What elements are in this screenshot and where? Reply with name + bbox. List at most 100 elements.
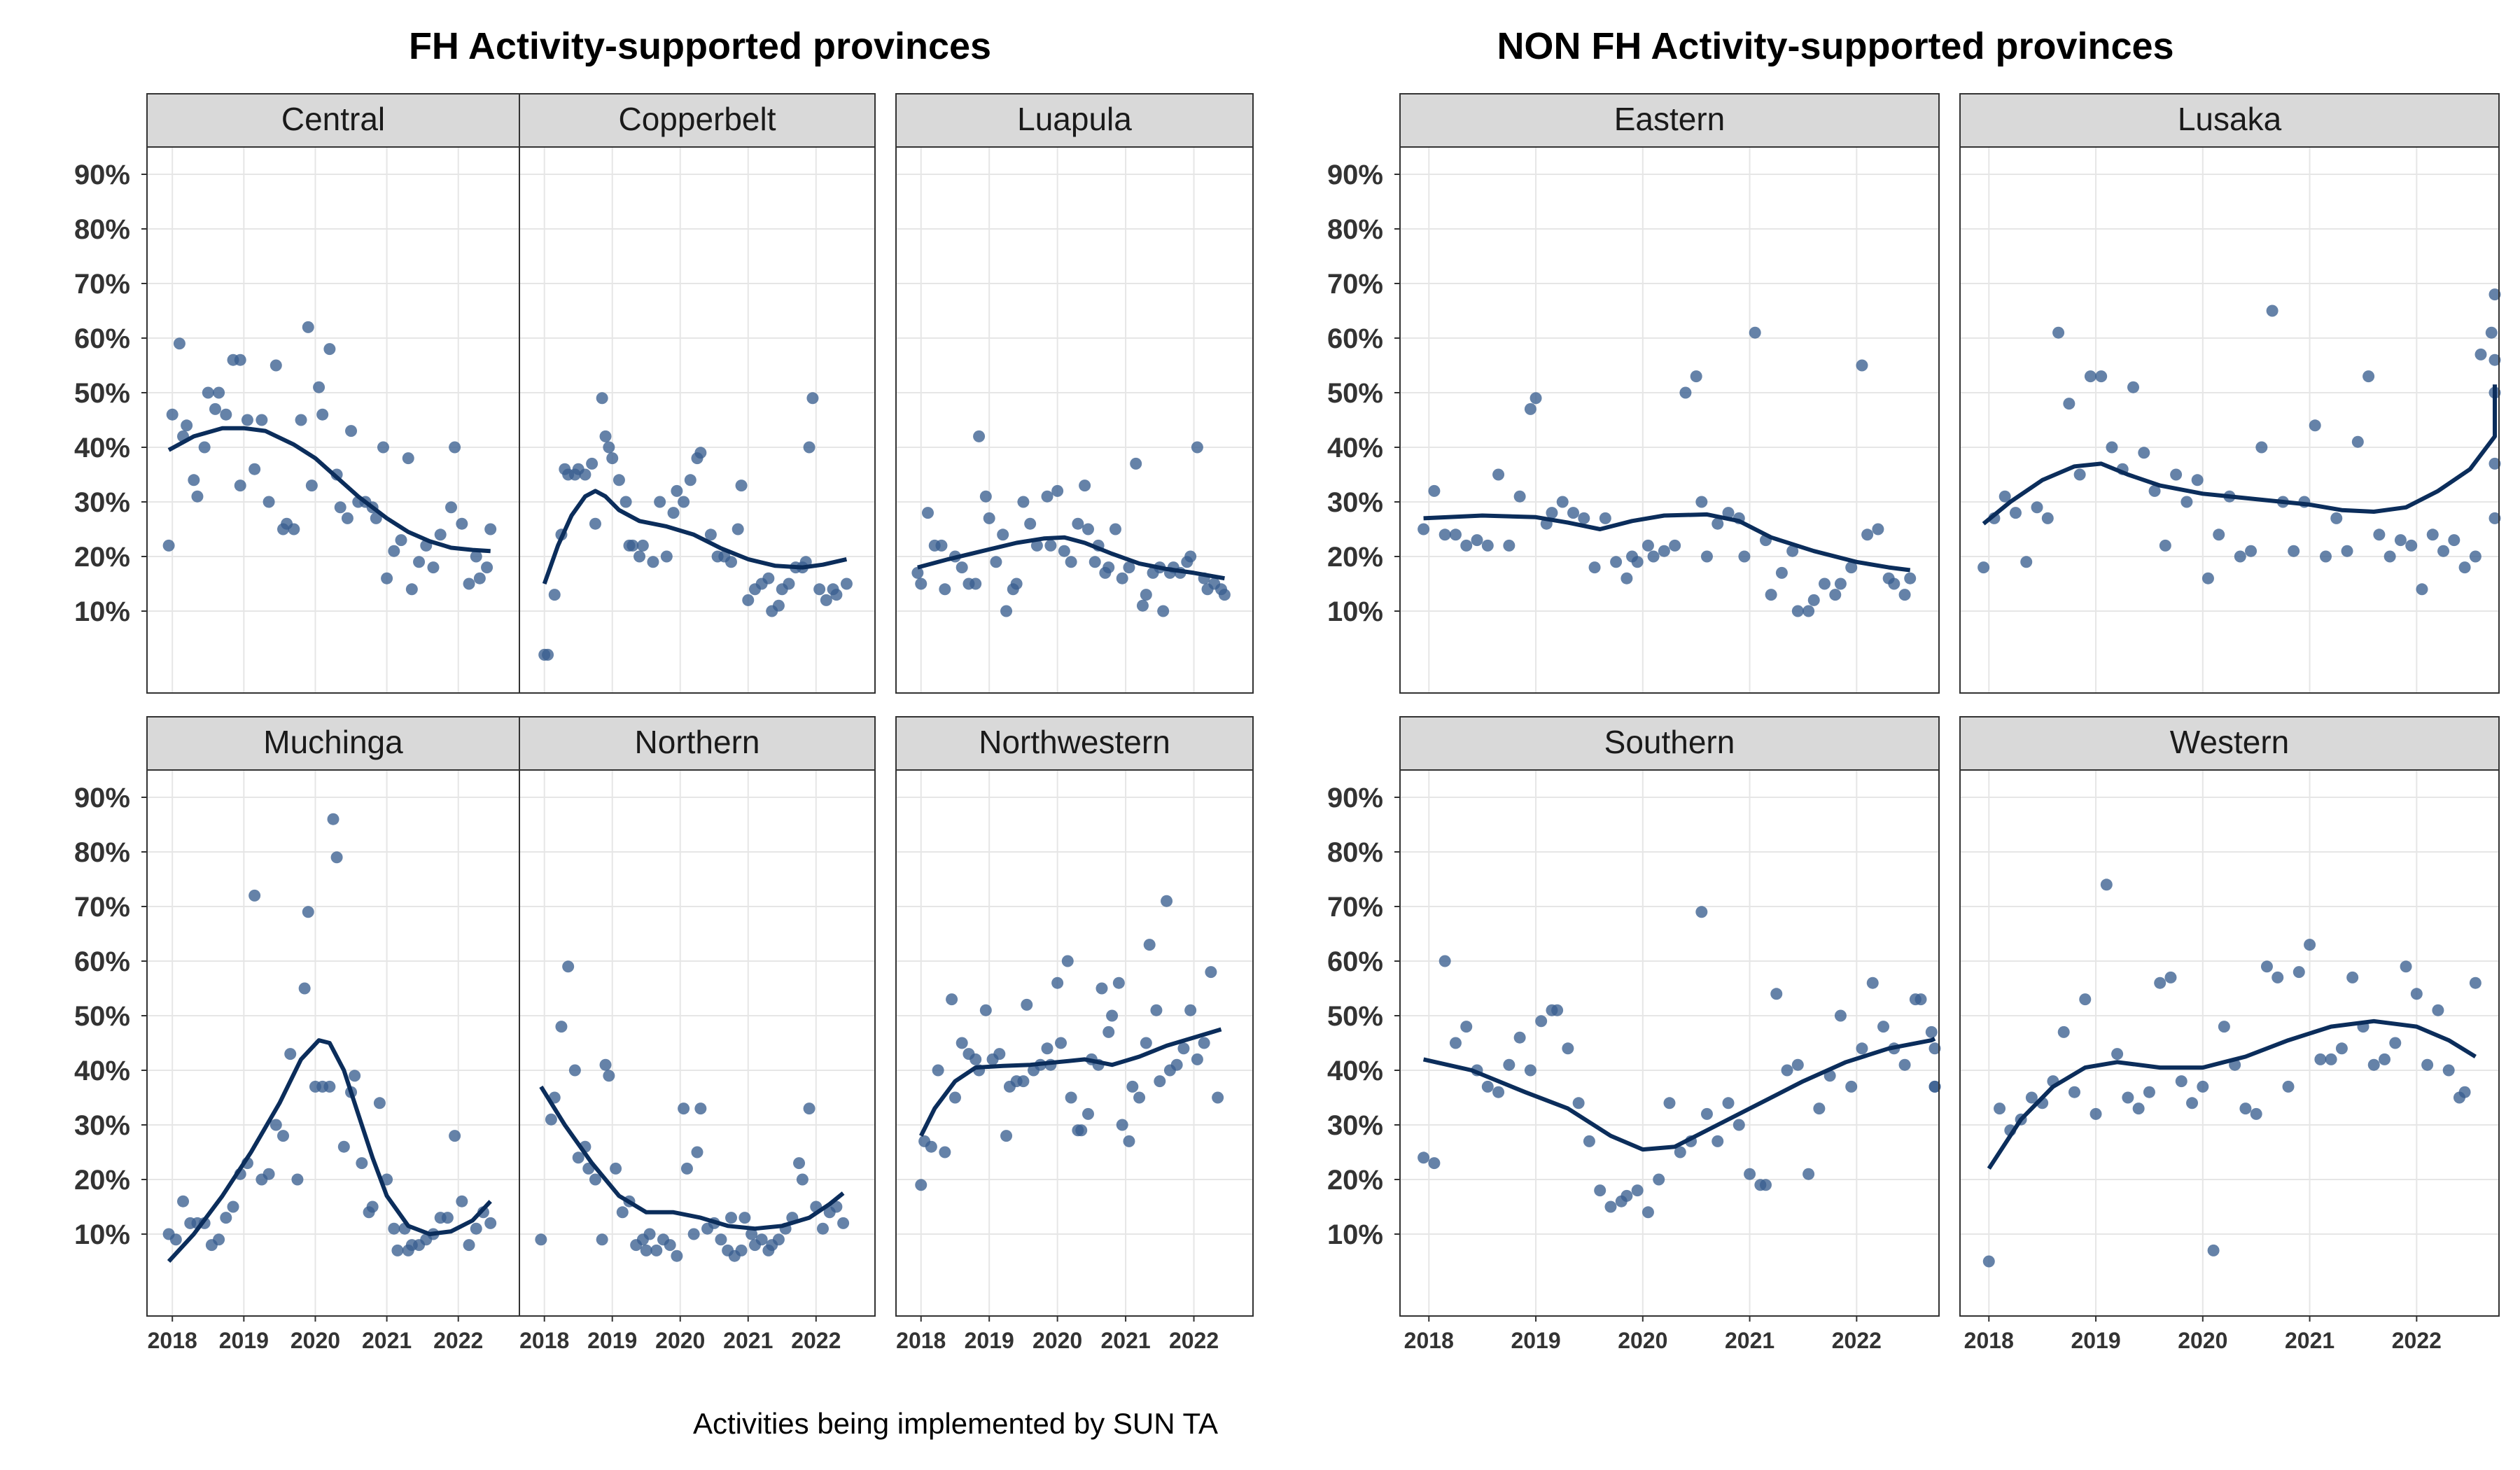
point-southern-24 (1663, 1097, 1676, 1110)
point-lusaka-39 (2394, 534, 2407, 547)
point-western-11 (2100, 878, 2113, 891)
y-tick-label-central-7: 80% (74, 214, 130, 245)
point-lusaka-51 (2488, 457, 2501, 470)
point-eastern-40 (1791, 605, 1804, 617)
point-southern-4 (1460, 1021, 1473, 1033)
point-northwestern-47 (1177, 1042, 1190, 1055)
point-lusaka-9 (2073, 468, 2086, 481)
point-lusaka-45 (2458, 561, 2471, 574)
point-copperbelt-14 (606, 452, 619, 465)
strip-label-lusaka: Lusaka (2178, 101, 2282, 137)
y-tick-label-southern-5: 60% (1327, 946, 1383, 977)
point-muchinga-9 (227, 1200, 239, 1213)
point-northern-9 (589, 1173, 601, 1186)
point-luapula-34 (1116, 572, 1128, 584)
point-luapula-9 (969, 578, 982, 590)
point-lusaka-35 (2351, 435, 2364, 448)
point-lusaka-41 (2416, 583, 2428, 596)
point-muchinga-17 (284, 1048, 297, 1060)
point-central-50 (463, 578, 475, 590)
point-southern-23 (1653, 1173, 1665, 1186)
point-western-20 (2197, 1080, 2209, 1093)
point-copperbelt-48 (806, 392, 819, 405)
point-copperbelt-16 (620, 496, 632, 508)
point-copperbelt-29 (694, 447, 707, 459)
point-northern-4 (562, 960, 575, 973)
point-southern-21 (1631, 1184, 1644, 1197)
point-northwestern-23 (1051, 976, 1064, 989)
y-tick-label-eastern-3: 40% (1327, 433, 1383, 463)
point-northwestern-44 (1161, 895, 1173, 907)
point-copperbelt-25 (671, 484, 683, 497)
point-northern-36 (738, 1212, 751, 1224)
point-eastern-43 (1819, 578, 1831, 590)
strip-luapula (895, 93, 1254, 148)
point-lusaka-44 (2448, 534, 2460, 547)
point-luapula-24 (1058, 545, 1070, 557)
strip-muchinga (146, 716, 520, 771)
point-western-29 (2292, 966, 2305, 979)
point-muchinga-24 (327, 813, 340, 825)
point-western-40 (2410, 988, 2423, 1000)
point-western-4 (2025, 1091, 2038, 1104)
point-northern-49 (816, 1222, 829, 1235)
point-western-0 (1982, 1255, 1995, 1268)
point-southern-34 (1759, 1179, 1772, 1191)
y-tick-label-eastern-1: 20% (1327, 542, 1383, 573)
point-northwestern-52 (1212, 1091, 1224, 1104)
point-western-34 (2346, 971, 2359, 983)
strip-label-luapula: Luapula (1017, 101, 1132, 137)
point-lusaka-50 (2488, 288, 2501, 301)
point-central-37 (377, 441, 389, 454)
point-eastern-19 (1610, 556, 1623, 568)
point-northern-27 (691, 1146, 704, 1158)
point-southern-6 (1481, 1080, 1494, 1093)
point-central-1 (166, 408, 178, 421)
point-lusaka-29 (2288, 545, 2300, 557)
y-tick-label-southern-0: 10% (1327, 1219, 1383, 1250)
point-muchinga-19 (298, 982, 311, 995)
point-central-48 (449, 441, 461, 454)
point-eastern-49 (1872, 523, 1884, 536)
point-central-26 (313, 381, 326, 393)
point-copperbelt-50 (820, 594, 832, 606)
point-copperbelt-33 (725, 556, 738, 568)
point-eastern-15 (1567, 507, 1580, 519)
panel-bg-eastern (1400, 147, 1939, 693)
point-lusaka-8 (2063, 398, 2076, 410)
point-muchinga-20 (302, 906, 314, 918)
point-northwestern-11 (979, 1004, 992, 1016)
point-luapula-41 (1157, 605, 1170, 617)
point-eastern-10 (1524, 402, 1536, 415)
point-central-5 (188, 474, 200, 486)
x-tick-label-northern-4: 2022 (791, 1328, 841, 1353)
point-northern-10 (596, 1233, 608, 1246)
point-lusaka-32 (2319, 550, 2332, 563)
point-eastern-45 (1834, 578, 1847, 590)
point-northwestern-4 (939, 1146, 951, 1158)
point-northwestern-28 (1075, 1124, 1088, 1137)
point-luapula-10 (973, 430, 986, 442)
point-luapula-18 (1017, 496, 1030, 508)
point-northern-19 (643, 1228, 656, 1240)
point-lusaka-43 (2437, 545, 2450, 557)
point-lusaka-40 (2405, 539, 2418, 552)
point-lusaka-11 (2095, 370, 2108, 383)
point-central-40 (395, 534, 407, 547)
x-tick-label-northwestern-1: 2019 (965, 1328, 1014, 1353)
point-southern-11 (1535, 1015, 1548, 1028)
point-central-13 (234, 479, 246, 492)
point-luapula-23 (1051, 484, 1064, 497)
x-tick-label-southern-0: 2018 (1404, 1328, 1454, 1353)
point-copperbelt-13 (603, 441, 615, 454)
point-northern-47 (803, 1102, 816, 1115)
point-central-49 (456, 517, 468, 530)
point-copperbelt-27 (684, 474, 696, 486)
panel-border-western (1959, 769, 2500, 1317)
point-southern-28 (1700, 1107, 1713, 1120)
strip-label-northern: Northern (635, 724, 760, 760)
point-luapula-19 (1024, 517, 1037, 530)
point-eastern-26 (1669, 539, 1681, 552)
point-lusaka-31 (2309, 419, 2321, 432)
point-southern-37 (1791, 1058, 1804, 1071)
